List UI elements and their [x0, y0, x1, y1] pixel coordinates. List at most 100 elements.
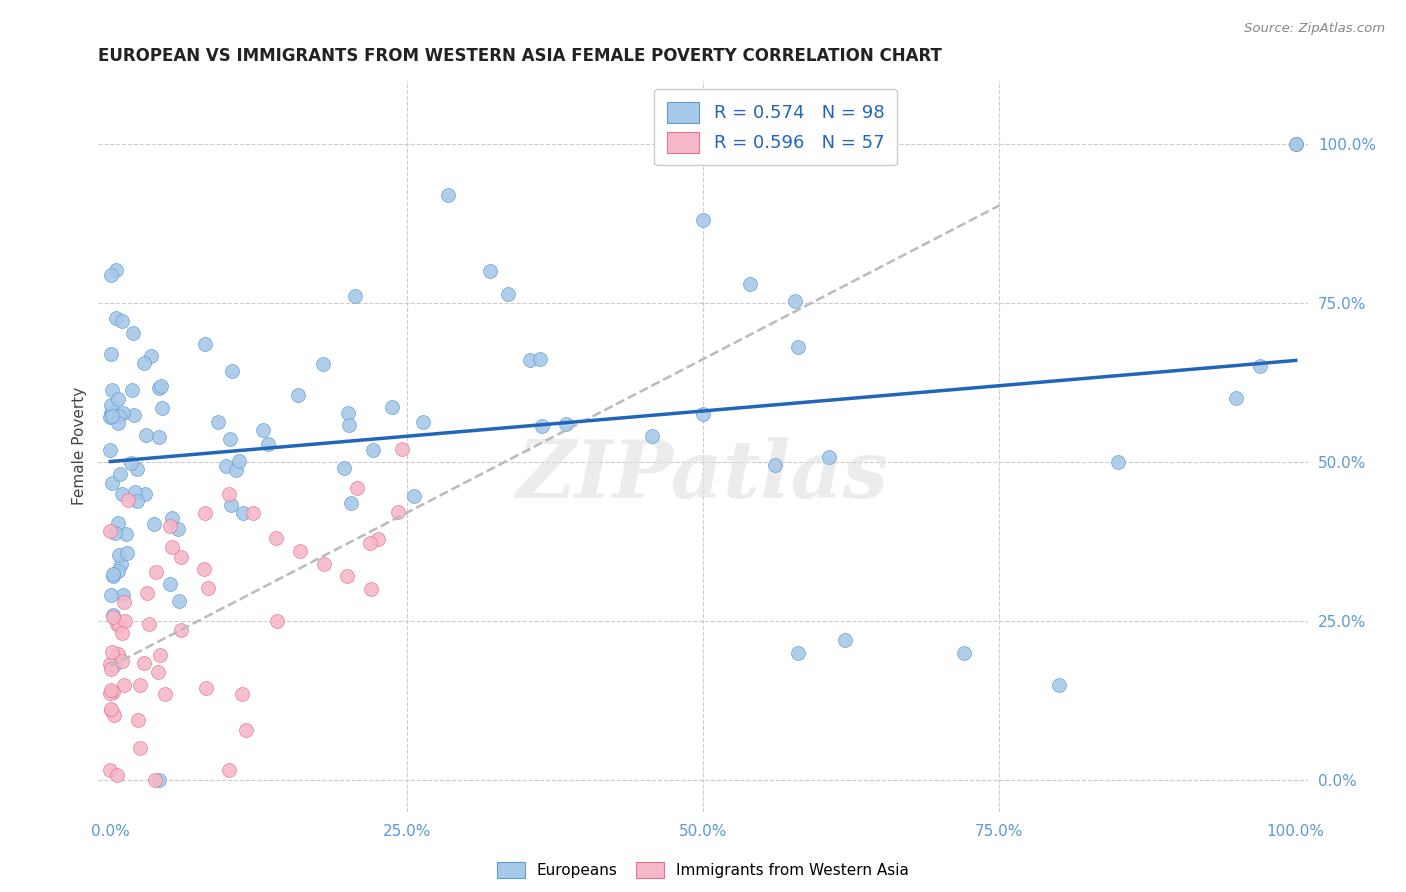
Point [132, 357, 155, 371]
Point [146, 665, 169, 679]
Point [98, 443, 121, 458]
Point [387, 505, 409, 519]
Point [114, 614, 136, 628]
Point [332, 460, 354, 475]
Point [138, 616, 160, 631]
Point [1285, 136, 1308, 151]
Point [207, 415, 229, 429]
Point [104, 526, 127, 541]
Point [218, 486, 240, 500]
Point [360, 582, 382, 596]
Point [103, 684, 125, 698]
Point [122, 326, 145, 340]
Point [105, 262, 128, 277]
Point [818, 450, 841, 464]
Y-axis label: Female Poverty: Female Poverty [72, 387, 87, 505]
Point [218, 763, 240, 777]
Point [194, 506, 217, 520]
Point [125, 462, 148, 476]
Point [783, 293, 806, 308]
Point [519, 352, 541, 367]
Point [101, 645, 124, 659]
Point [149, 379, 172, 393]
Point [221, 364, 243, 378]
Point [121, 383, 143, 397]
Point [159, 518, 181, 533]
Point [100, 398, 122, 412]
Point [219, 498, 242, 512]
Point [478, 264, 501, 278]
Point [496, 287, 519, 301]
Point [129, 678, 152, 692]
Point [740, 277, 762, 291]
Point [100, 268, 122, 282]
Point [110, 558, 132, 572]
Point [124, 484, 146, 499]
Point [336, 569, 359, 583]
Point [100, 657, 122, 672]
Point [167, 522, 190, 536]
Point [103, 607, 125, 622]
Point [107, 564, 129, 578]
Text: ZIPatlas: ZIPatlas [517, 436, 889, 514]
Point [105, 768, 128, 782]
Point [148, 429, 170, 443]
Point [101, 610, 124, 624]
Point [134, 487, 156, 501]
Point [312, 357, 335, 371]
Point [111, 487, 134, 501]
Point [346, 481, 368, 495]
Point [100, 763, 122, 777]
Point [1107, 455, 1129, 469]
Point [235, 723, 257, 738]
Point [437, 187, 460, 202]
Point [100, 475, 122, 490]
Point [110, 655, 132, 669]
Point [111, 314, 134, 328]
Point [1047, 677, 1070, 691]
Point [125, 494, 148, 508]
Point [100, 683, 122, 698]
Point [135, 586, 157, 600]
Point [340, 496, 363, 510]
Point [112, 678, 135, 692]
Point [98, 686, 121, 700]
Point [692, 408, 714, 422]
Text: EUROPEAN VS IMMIGRANTS FROM WESTERN ASIA FEMALE POVERTY CORRELATION CHART: EUROPEAN VS IMMIGRANTS FROM WESTERN ASIA… [98, 47, 942, 65]
Point [142, 517, 165, 532]
Point [367, 532, 389, 546]
Point [117, 493, 139, 508]
Point [145, 566, 167, 580]
Point [139, 349, 162, 363]
Point [391, 442, 413, 457]
Point [159, 576, 181, 591]
Point [111, 588, 134, 602]
Point [169, 593, 191, 607]
Point [361, 442, 384, 457]
Point [252, 424, 274, 438]
Legend: R = 0.574   N = 98, R = 0.596   N = 57: R = 0.574 N = 98, R = 0.596 N = 57 [654, 89, 897, 165]
Point [98, 524, 121, 538]
Point [105, 310, 128, 325]
Point [1285, 136, 1308, 151]
Point [197, 581, 219, 595]
Point [122, 408, 145, 422]
Point [160, 540, 183, 554]
Point [101, 409, 124, 423]
Point [692, 213, 714, 227]
Point [194, 337, 217, 351]
Point [359, 536, 381, 550]
Point [287, 388, 309, 402]
Point [112, 406, 135, 420]
Point [555, 417, 578, 432]
Point [150, 401, 173, 416]
Point [264, 531, 287, 545]
Point [288, 544, 311, 558]
Legend: Europeans, Immigrants from Western Asia: Europeans, Immigrants from Western Asia [491, 856, 915, 884]
Point [952, 646, 974, 660]
Point [381, 400, 404, 414]
Point [107, 647, 129, 661]
Point [98, 409, 121, 424]
Point [115, 546, 138, 560]
Point [148, 772, 170, 787]
